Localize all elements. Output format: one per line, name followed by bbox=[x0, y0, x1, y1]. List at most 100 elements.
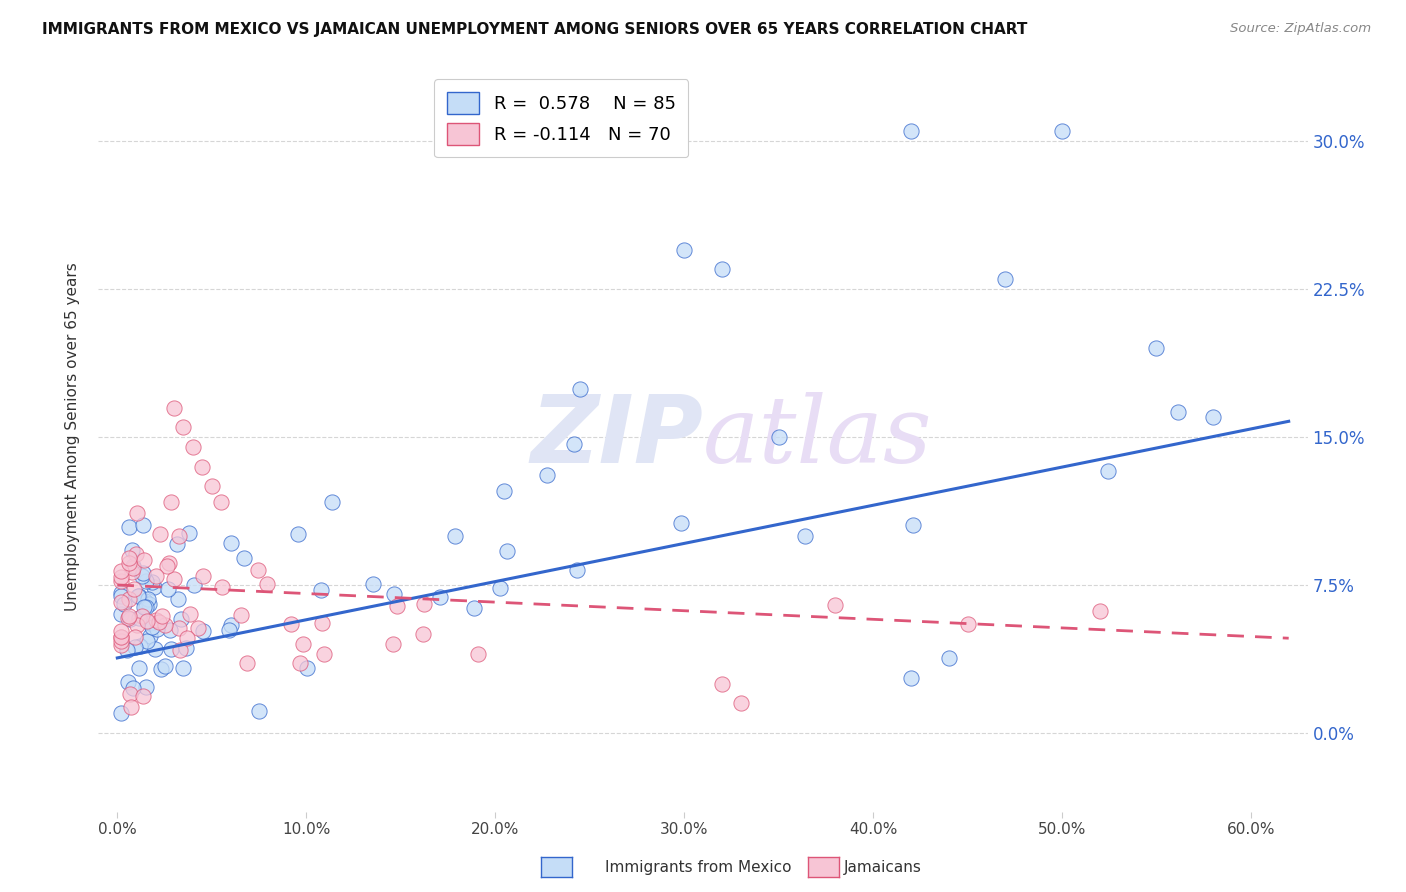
Point bbox=[131, 609, 153, 624]
Point bbox=[903, 517, 925, 532]
Point bbox=[163, 572, 186, 586]
Point bbox=[125, 547, 148, 561]
Point bbox=[110, 595, 132, 609]
Point bbox=[191, 459, 214, 474]
Point bbox=[463, 601, 485, 615]
Point bbox=[132, 517, 155, 532]
Point bbox=[156, 558, 179, 573]
Point bbox=[159, 495, 181, 509]
Point bbox=[128, 611, 150, 625]
Point bbox=[125, 618, 148, 632]
Point bbox=[291, 637, 314, 651]
Text: ZIP: ZIP bbox=[530, 391, 703, 483]
Point bbox=[131, 566, 153, 581]
Point bbox=[110, 585, 132, 599]
Point bbox=[118, 687, 141, 701]
Point bbox=[170, 612, 193, 626]
Point bbox=[1097, 464, 1119, 478]
Point bbox=[142, 580, 165, 594]
Point bbox=[121, 565, 143, 579]
Point bbox=[381, 637, 404, 651]
Point bbox=[176, 640, 198, 655]
Point bbox=[1167, 405, 1189, 419]
Point bbox=[172, 661, 194, 675]
Point bbox=[768, 430, 790, 444]
Point bbox=[496, 543, 519, 558]
Point bbox=[382, 587, 405, 601]
Point bbox=[193, 569, 215, 583]
Point bbox=[156, 582, 179, 597]
Point bbox=[122, 561, 145, 575]
Point bbox=[112, 597, 135, 611]
Point bbox=[117, 611, 139, 625]
Point bbox=[141, 575, 163, 590]
Point bbox=[429, 590, 451, 604]
Point bbox=[134, 553, 156, 567]
Point bbox=[129, 640, 152, 654]
Point bbox=[136, 633, 159, 648]
Point bbox=[287, 526, 309, 541]
Point bbox=[187, 621, 209, 635]
Point bbox=[110, 564, 132, 578]
Point bbox=[994, 272, 1017, 286]
Legend: R =  0.578    N = 85, R = -0.114   N = 70: R = 0.578 N = 85, R = -0.114 N = 70 bbox=[434, 79, 688, 157]
Text: IMMIGRANTS FROM MEXICO VS JAMAICAN UNEMPLOYMENT AMONG SENIORS OVER 65 YEARS CORR: IMMIGRANTS FROM MEXICO VS JAMAICAN UNEMP… bbox=[42, 22, 1028, 37]
Point bbox=[153, 659, 176, 673]
Point bbox=[280, 617, 302, 632]
Point bbox=[166, 537, 188, 551]
Point bbox=[562, 437, 585, 451]
Point bbox=[218, 623, 240, 637]
Point bbox=[671, 516, 693, 530]
Point bbox=[219, 535, 242, 549]
Point bbox=[157, 557, 180, 571]
Point bbox=[110, 630, 132, 644]
Point bbox=[177, 526, 200, 541]
Point bbox=[311, 582, 333, 597]
Point bbox=[124, 630, 146, 644]
Point bbox=[361, 577, 384, 591]
Point bbox=[209, 495, 232, 509]
Point bbox=[135, 615, 157, 629]
Point bbox=[143, 642, 166, 657]
Text: Source: ZipAtlas.com: Source: ZipAtlas.com bbox=[1230, 22, 1371, 36]
Point bbox=[673, 243, 696, 257]
Point bbox=[1088, 604, 1111, 618]
Point bbox=[145, 569, 167, 583]
Point bbox=[794, 529, 817, 543]
Point bbox=[314, 647, 336, 661]
Y-axis label: Unemployment Among Seniors over 65 years: Unemployment Among Seniors over 65 years bbox=[65, 263, 80, 611]
Point bbox=[136, 591, 159, 606]
Point bbox=[127, 589, 149, 603]
Point bbox=[124, 640, 146, 654]
Point bbox=[163, 401, 186, 415]
Point bbox=[121, 543, 143, 558]
Point bbox=[118, 551, 141, 566]
Point bbox=[256, 576, 278, 591]
Point bbox=[110, 638, 132, 652]
Point bbox=[824, 598, 846, 612]
Point bbox=[153, 617, 176, 632]
Point bbox=[110, 630, 132, 644]
Point bbox=[444, 529, 467, 543]
Point bbox=[956, 617, 979, 632]
Text: Jamaicans: Jamaicans bbox=[844, 860, 921, 874]
Point bbox=[110, 589, 132, 603]
Point bbox=[167, 591, 190, 606]
Point bbox=[117, 675, 139, 690]
Point bbox=[219, 617, 242, 632]
Point bbox=[132, 599, 155, 614]
Point bbox=[146, 622, 169, 636]
Point bbox=[135, 574, 157, 588]
Point bbox=[179, 607, 201, 621]
Point bbox=[150, 609, 173, 624]
Point bbox=[900, 671, 922, 685]
Point bbox=[169, 621, 191, 635]
Point bbox=[211, 580, 233, 594]
Point bbox=[128, 589, 150, 603]
Point bbox=[710, 676, 733, 690]
Point bbox=[131, 569, 153, 583]
Point bbox=[138, 597, 160, 611]
Point bbox=[121, 681, 143, 696]
Point bbox=[110, 706, 132, 720]
Point bbox=[160, 642, 183, 657]
